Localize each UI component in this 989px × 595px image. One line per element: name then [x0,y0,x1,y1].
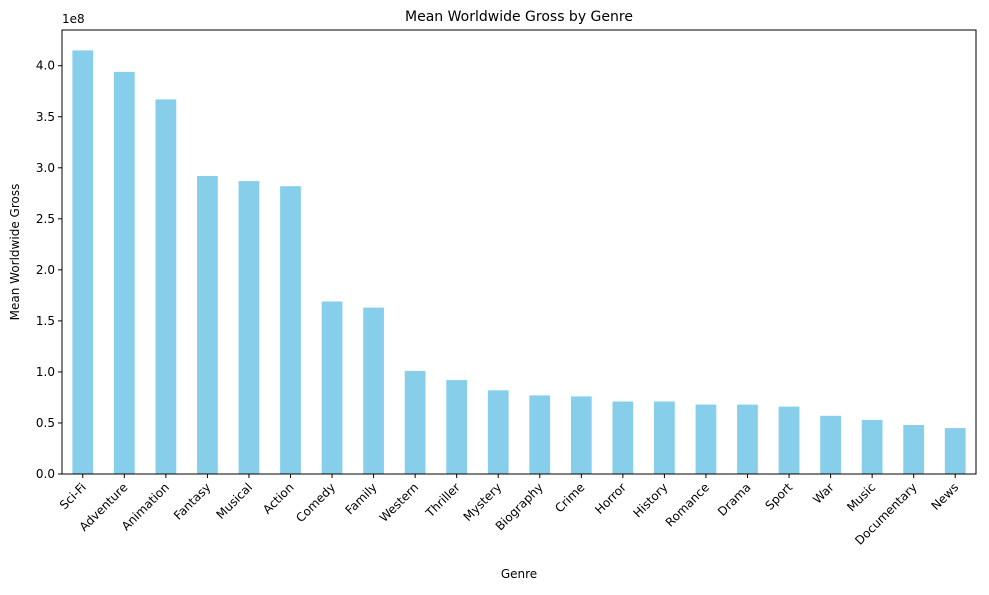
y-tick-label: 3.0 [36,161,55,175]
x-tick-label: Western [377,480,422,525]
x-tick-label: Drama [715,480,754,519]
x-tick-label: War [810,480,836,506]
chart-title: Mean Worldwide Gross by Genre [405,9,633,25]
x-tick-label: Thriller [422,480,462,520]
x-tick-label: Musical [213,480,255,522]
bar-mystery [487,390,509,474]
x-tick-label: Crime [552,480,587,515]
bar-action [280,186,301,474]
plot-frame [61,29,977,475]
x-tick-label: Fantasy [171,480,214,523]
bar-animation [155,99,177,475]
bar-history [654,401,675,474]
bar-musical [238,181,260,474]
x-tick-label: History [630,480,670,520]
x-tick-label: Family [343,480,380,517]
y-tick-label: 3.5 [36,110,55,124]
y-tick-label: 0.0 [36,467,55,481]
bar-drama [737,404,758,474]
y-tick-label: 2.5 [36,212,55,226]
y-ticks-layer: 0.0 0.5 1.0 1.5 2.0 2.5 3.0 3.5 4.0 [36,59,62,481]
bar-crime [570,396,592,474]
x-tick-label: News [929,480,962,513]
bar-romance [695,404,717,474]
x-tick-label: Horror [592,480,629,517]
x-tick-label: Music [844,480,878,514]
bars-layer [72,50,966,475]
y-offset-label: 1e8 [62,12,85,26]
y-tick-label: 4.0 [36,59,55,73]
bar-family [363,307,384,474]
bar-thriller [446,380,468,474]
x-tick-label: Romance [663,480,712,529]
y-tick-label: 1.5 [36,314,55,328]
x-tick-label: Sci-Fi [57,480,89,512]
bar-horror [612,401,634,474]
x-tick-label: Comedy [293,480,338,525]
bar-western [404,370,426,474]
y-tick-label: 1.0 [36,365,55,379]
bar-news [944,428,966,474]
bar-comedy [321,301,343,474]
bar-sport [778,406,800,474]
x-axis-label: Genre [501,567,537,581]
x-tick-label: Action [260,480,296,516]
bar-adventure [113,71,135,475]
bar-sci-fi [72,50,94,475]
y-tick-label: 2.0 [36,263,55,277]
y-axis-label: Mean Worldwide Gross [8,184,22,321]
bar-biography [529,395,551,474]
x-tick-label: Sport [762,480,795,513]
bar-music [861,419,883,474]
bar-war [820,415,841,474]
bar-documentary [903,425,925,474]
bar-fantasy [197,175,218,474]
y-tick-label: 0.5 [36,416,55,430]
